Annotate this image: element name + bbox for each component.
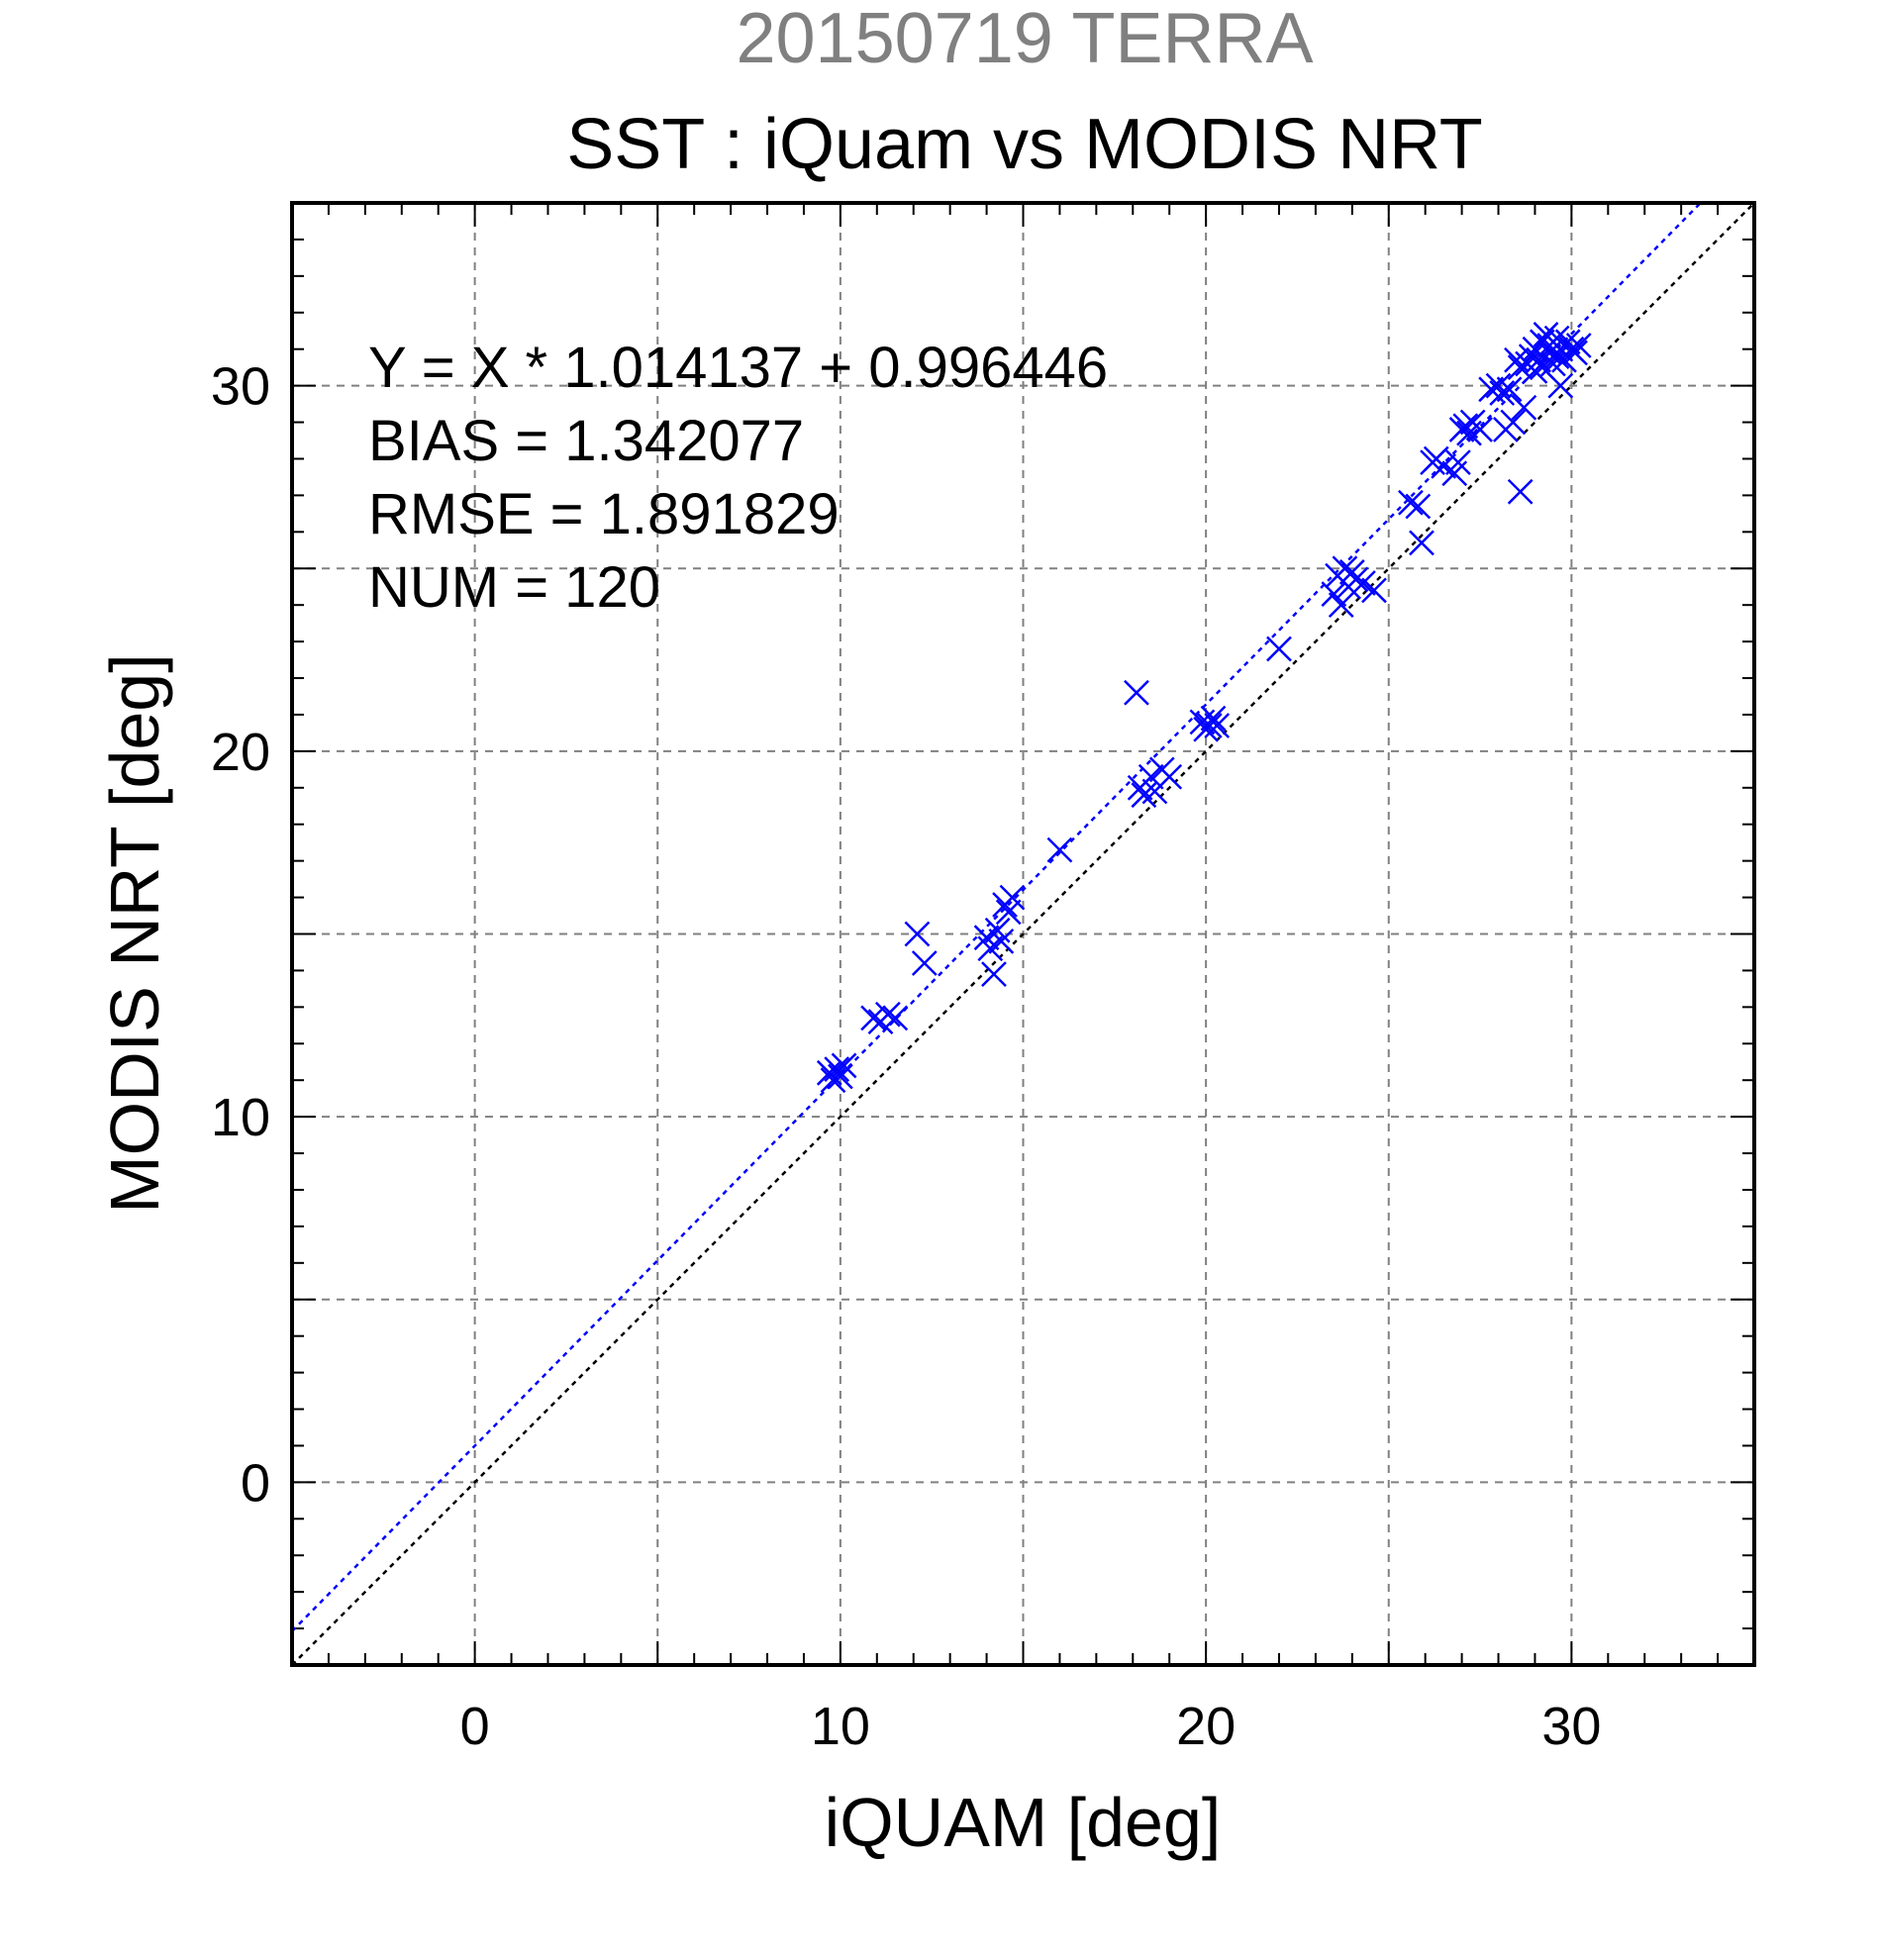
data-point	[1124, 679, 1149, 706]
fit-stat-line: BIAS = 1.342077	[368, 409, 804, 473]
data-point	[1204, 713, 1231, 738]
x-tick-labels: 0 10 20 30	[460, 1697, 1602, 1756]
data-point	[977, 935, 1004, 962]
data-point	[1409, 530, 1435, 556]
data-point	[1266, 636, 1292, 662]
x-tick-label: 10	[811, 1697, 870, 1756]
data-point	[1500, 409, 1527, 436]
data-point	[1405, 493, 1432, 520]
chart-title: SST : iQuam vs MODIS NRT	[566, 105, 1483, 184]
data-point	[1361, 577, 1387, 604]
data-point	[1511, 394, 1537, 421]
data-point	[1328, 592, 1354, 619]
data-point	[1350, 570, 1376, 596]
data-point	[988, 929, 1015, 954]
fit-stat-line: RMSE = 1.891829	[368, 482, 840, 546]
data-point	[824, 1056, 850, 1083]
y-tick-label: 0	[241, 1453, 270, 1513]
data-point	[1496, 376, 1523, 403]
data-point	[1196, 713, 1223, 738]
data-point	[911, 950, 938, 976]
identity-line	[292, 203, 1754, 1665]
fit-stat-line: Y = X * 1.014137 + 0.996446	[368, 336, 1108, 400]
fit-stat-line: NUM = 120	[368, 555, 660, 620]
data-point	[874, 1001, 901, 1028]
data-point	[1431, 452, 1457, 479]
data-point	[1445, 449, 1471, 476]
y-tick-labels: 0 10 20 30	[211, 357, 270, 1514]
fit-line	[292, 203, 1703, 1632]
data-point	[1200, 705, 1227, 732]
y-tick-label: 10	[211, 1088, 270, 1147]
chart-date-title: 20150719 TERRA	[736, 0, 1313, 78]
y-tick-label: 20	[211, 723, 270, 782]
data-point	[882, 1005, 909, 1031]
x-tick-label: 20	[1176, 1697, 1236, 1756]
x-axis-label: iQUAM [deg]	[825, 1784, 1222, 1861]
data-point	[831, 1052, 857, 1079]
data-point	[1398, 489, 1424, 516]
x-tick-label: 0	[460, 1697, 490, 1756]
data-point	[1562, 340, 1588, 366]
data-point	[1489, 380, 1516, 406]
data-point	[1507, 478, 1534, 505]
y-tick-label: 30	[211, 357, 270, 417]
data-point	[981, 961, 1007, 988]
data-points	[816, 322, 1592, 1094]
data-point	[1046, 836, 1073, 863]
data-point	[1342, 566, 1369, 593]
data-point	[1156, 763, 1183, 790]
data-point	[1452, 413, 1479, 440]
data-point	[995, 899, 1022, 926]
fit-statistics: Y = X * 1.014137 + 0.996446 BIAS = 1.3420…	[368, 336, 1108, 620]
data-point	[1565, 333, 1592, 358]
data-point	[860, 1005, 886, 1031]
reference-lines	[292, 203, 1754, 1665]
y-axis-label: MODIS NRT [deg]	[96, 653, 173, 1213]
data-point	[1467, 417, 1493, 442]
data-point	[999, 884, 1026, 911]
data-point	[1138, 763, 1164, 790]
data-point	[1547, 372, 1574, 399]
plot-frame	[290, 201, 1756, 1667]
x-tick-label: 30	[1541, 1697, 1601, 1756]
data-point	[904, 921, 931, 947]
